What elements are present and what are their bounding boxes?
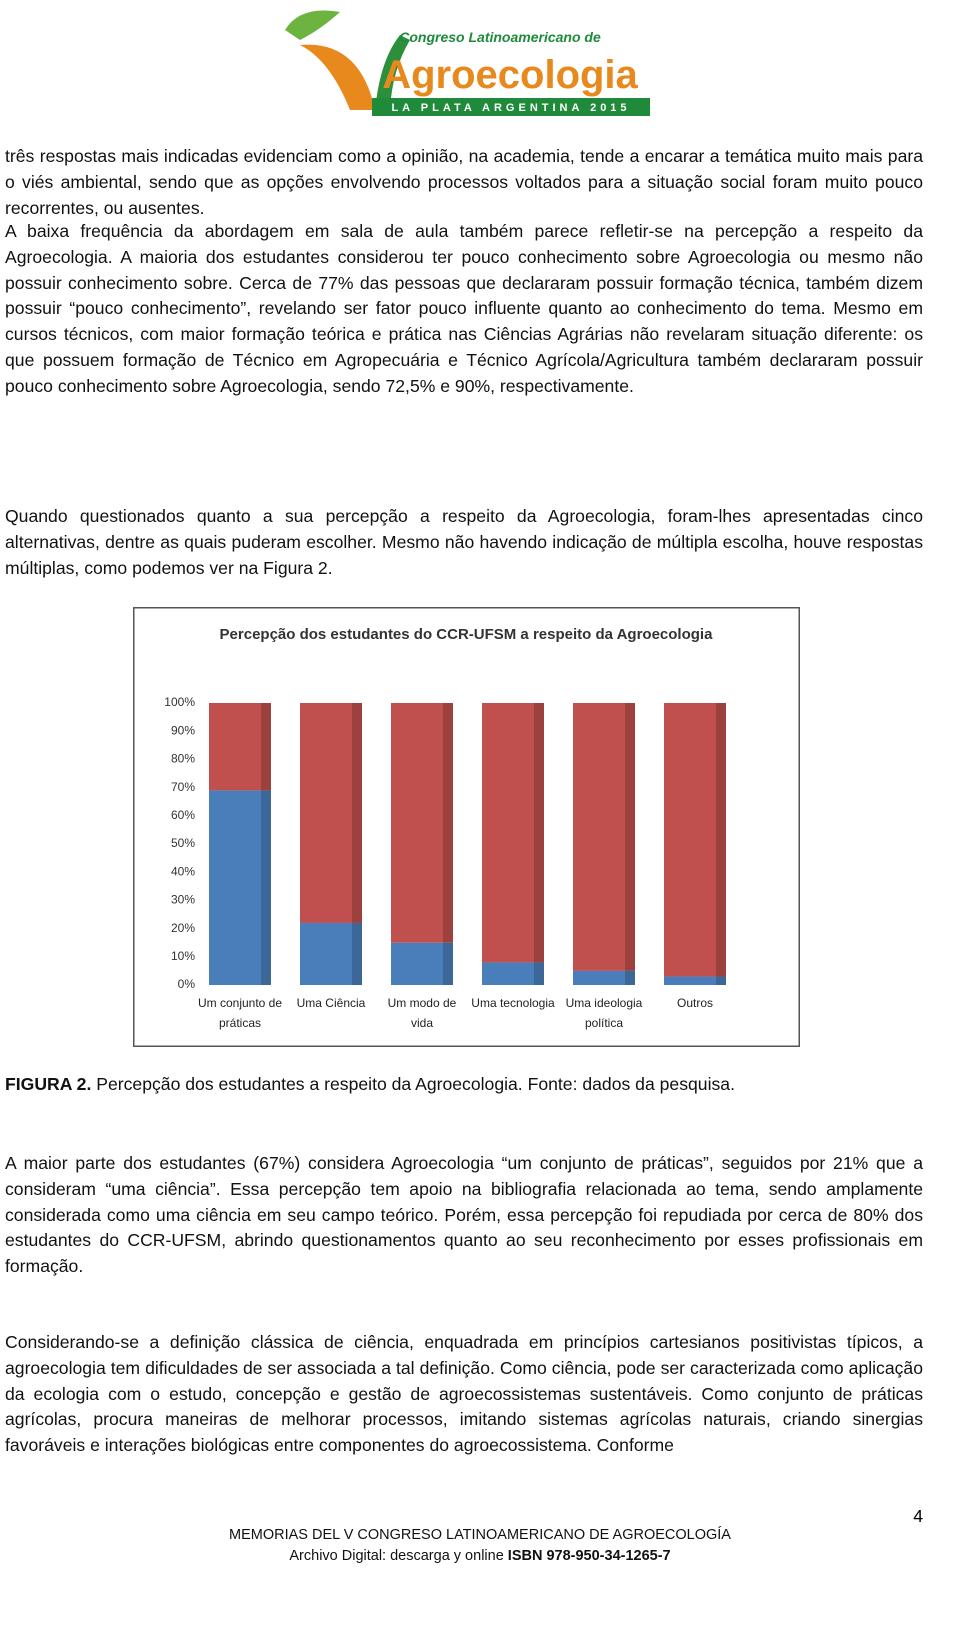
bar-segment (482, 703, 544, 963)
y-tick-label: 20% (171, 921, 195, 935)
logo-line1: Congreso Latinoamericano de (399, 29, 601, 45)
bar-segment (573, 703, 635, 971)
chart: Percepção dos estudantes do CCR-UFSM a r… (133, 607, 800, 1047)
paragraph: A baixa frequência da abordagem em sala … (5, 221, 923, 396)
bar-segment (482, 962, 544, 985)
logo-title: Agroecologia (382, 53, 638, 97)
logo: Congreso Latinoamericano de Agroecologia… (285, 10, 650, 116)
x-tick-label: Um modo de vida (387, 996, 457, 1030)
y-tick-label: 40% (171, 864, 195, 878)
logo-leaf (285, 10, 340, 40)
bar-segment (391, 942, 453, 985)
x-tick-label: Uma Ciência (296, 996, 366, 1010)
bar-segment (391, 703, 453, 943)
paragraph: Quando questionados quanto a sua percepç… (5, 506, 923, 578)
x-tick-label: Uma ideologia política (565, 996, 643, 1030)
footer-text: Archivo Digital: descarga y online (289, 1548, 504, 1564)
bar-shade (352, 703, 362, 923)
paragraph: Considerando-se a definição clássica de … (5, 1332, 923, 1456)
y-tick-label: 80% (171, 752, 195, 766)
caption-text: Percepção dos estudantes a respeito da A… (96, 1074, 735, 1094)
bar-shade (443, 703, 453, 943)
bar-segment (573, 970, 635, 985)
bar-shade (261, 790, 271, 985)
logo-v-right (375, 35, 410, 110)
logo-band: LA PLATA ARGENTINA 2015 (391, 102, 630, 114)
y-tick-label: 60% (171, 808, 195, 822)
bar-segment (300, 922, 362, 985)
chart-title: Percepção dos estudantes do CCR-UFSM a r… (220, 626, 714, 643)
bar-shade (352, 922, 362, 985)
figure: Percepção dos estudantes do CCR-UFSM a r… (133, 607, 800, 1047)
footer-isbn: ISBN 978-950-34-1265-7 (507, 1548, 671, 1564)
bar-shade (443, 942, 453, 985)
page-number: 4 (913, 1506, 923, 1526)
logo-v-left (300, 44, 375, 110)
bar-shade (716, 703, 726, 977)
x-tick-label: Outros (676, 996, 713, 1010)
y-tick-label: 70% (171, 780, 195, 794)
bar-shade (261, 703, 271, 791)
bar-shade (716, 976, 726, 985)
footer-line: MEMORIAS DEL V CONGRESO LATINOAMERICANO … (229, 1527, 731, 1543)
caption-label: FIGURA 2. (5, 1074, 92, 1094)
x-tick-label: Uma tecnologia (471, 996, 555, 1010)
bar-segment (209, 703, 271, 791)
y-tick-label: 100% (164, 695, 195, 709)
bar-segment (209, 790, 271, 985)
y-tick-label: 30% (171, 893, 195, 907)
bar-shade (625, 703, 635, 971)
x-tick-label: Um conjunto de práticas (197, 996, 283, 1030)
bar-segment (300, 703, 362, 923)
paragraph: três respostas mais indicadas evidenciam… (5, 146, 923, 218)
bar-shade (625, 970, 635, 985)
paragraph: A maior parte dos estudantes (67%) consi… (5, 1153, 923, 1277)
caption: FIGURA 2. Percepção dos estudantes a res… (5, 1072, 923, 1098)
bar-segment (664, 703, 726, 977)
y-tick-label: 50% (171, 836, 195, 850)
bar-shade (534, 703, 544, 963)
y-tick-label: 90% (171, 723, 195, 737)
y-tick-label: 0% (178, 977, 196, 991)
footer-line: Archivo Digital: descarga y online ISBN … (0, 1548, 960, 1564)
bar-segment (664, 976, 726, 985)
bar-shade (534, 962, 544, 985)
logo-band-bg (372, 98, 650, 116)
y-tick-label: 10% (171, 949, 195, 963)
